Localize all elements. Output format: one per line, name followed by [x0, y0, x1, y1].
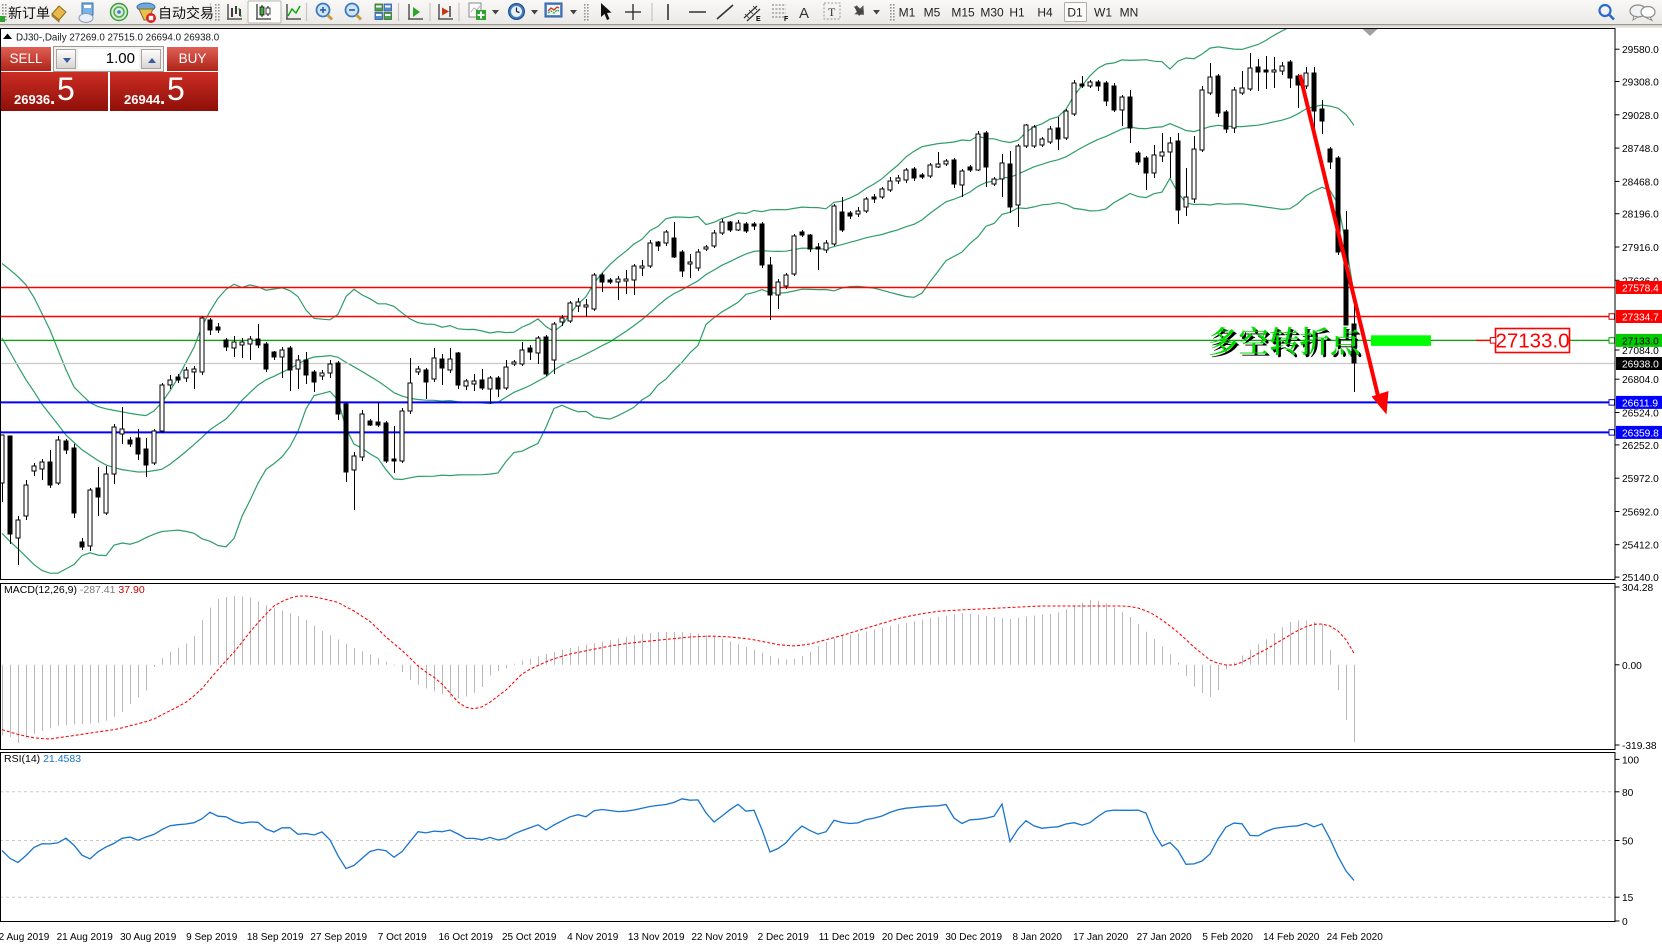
- svg-text:25 Oct 2019: 25 Oct 2019: [502, 932, 557, 943]
- svg-text:13 Nov 2019: 13 Nov 2019: [628, 932, 685, 943]
- svg-text:7 Oct 2019: 7 Oct 2019: [378, 932, 427, 943]
- svg-text:29028.0: 29028.0: [1622, 111, 1659, 122]
- svg-text:-319.38: -319.38: [1622, 741, 1657, 752]
- svg-text:16 Oct 2019: 16 Oct 2019: [438, 932, 493, 943]
- svg-text:25140.0: 25140.0: [1622, 573, 1659, 584]
- svg-text:D1: D1: [1067, 6, 1083, 20]
- svg-text:M5: M5: [924, 6, 941, 20]
- svg-text:0: 0: [1622, 917, 1628, 928]
- svg-text:E: E: [756, 16, 761, 23]
- svg-text:MACD(12,26,9) -287.41 37.90: MACD(12,26,9) -287.41 37.90: [4, 584, 145, 596]
- svg-text:A: A: [799, 5, 809, 22]
- svg-text:T: T: [828, 5, 836, 19]
- svg-text:50: 50: [1622, 837, 1634, 848]
- svg-text:27334.7: 27334.7: [1622, 313, 1659, 324]
- svg-text:DJ30-,Daily 27269.0 27515.0 2: DJ30-,Daily 27269.0 27515.0 26694.0 2693…: [16, 33, 220, 44]
- svg-text:21 Aug 2019: 21 Aug 2019: [57, 932, 114, 943]
- svg-text:25412.0: 25412.0: [1622, 541, 1659, 552]
- svg-text:20 Dec 2019: 20 Dec 2019: [882, 932, 939, 943]
- svg-text:2 Dec 2019: 2 Dec 2019: [758, 932, 810, 943]
- svg-text:26804.0: 26804.0: [1622, 375, 1659, 386]
- svg-text:26524.0: 26524.0: [1622, 409, 1659, 420]
- svg-text:28748.0: 28748.0: [1622, 144, 1659, 155]
- svg-text:27916.0: 27916.0: [1622, 243, 1659, 254]
- svg-text:5 Feb 2020: 5 Feb 2020: [1202, 932, 1253, 943]
- svg-text:F: F: [784, 16, 789, 23]
- svg-text:H1: H1: [1009, 6, 1025, 20]
- svg-text:27578.4: 27578.4: [1622, 284, 1659, 295]
- svg-text:26938.0: 26938.0: [1622, 360, 1659, 371]
- svg-text:29580.0: 29580.0: [1622, 45, 1659, 56]
- svg-text:26359.8: 26359.8: [1622, 429, 1659, 440]
- svg-text:RSI(14) 21.4583: RSI(14) 21.4583: [4, 753, 81, 765]
- svg-text:25692.0: 25692.0: [1622, 508, 1659, 519]
- svg-text:29308.0: 29308.0: [1622, 78, 1659, 89]
- svg-text:26611.9: 26611.9: [1622, 399, 1658, 410]
- svg-text:27 Sep 2019: 27 Sep 2019: [310, 932, 367, 943]
- svg-text:30 Aug 2019: 30 Aug 2019: [120, 932, 177, 943]
- svg-text:24 Feb 2020: 24 Feb 2020: [1327, 932, 1384, 943]
- svg-text:0.00: 0.00: [1622, 661, 1642, 672]
- svg-text:27133.0: 27133.0: [1622, 337, 1659, 348]
- svg-text:12 Aug 2019: 12 Aug 2019: [0, 932, 50, 943]
- svg-text:27133.0: 27133.0: [1495, 330, 1569, 353]
- svg-text:30 Dec 2019: 30 Dec 2019: [945, 932, 1002, 943]
- svg-text:4 Nov 2019: 4 Nov 2019: [567, 932, 619, 943]
- svg-text:22 Nov 2019: 22 Nov 2019: [691, 932, 748, 943]
- svg-text:9 Sep 2019: 9 Sep 2019: [186, 932, 238, 943]
- svg-text:28468.0: 28468.0: [1622, 177, 1659, 188]
- svg-text:27084.0: 27084.0: [1622, 346, 1659, 357]
- svg-text:80: 80: [1622, 788, 1634, 799]
- svg-text:18 Sep 2019: 18 Sep 2019: [247, 932, 304, 943]
- svg-text:27 Jan 2020: 27 Jan 2020: [1137, 932, 1192, 943]
- svg-text:M15: M15: [951, 6, 975, 20]
- svg-text:28196.0: 28196.0: [1622, 210, 1659, 221]
- svg-text:11 Dec 2019: 11 Dec 2019: [819, 932, 875, 943]
- svg-text:M30: M30: [980, 6, 1004, 20]
- svg-text:17 Jan 2020: 17 Jan 2020: [1073, 932, 1128, 943]
- svg-text:15: 15: [1622, 893, 1634, 904]
- svg-text:W1: W1: [1094, 6, 1112, 20]
- svg-text:26252.0: 26252.0: [1622, 441, 1659, 452]
- svg-text:25972.0: 25972.0: [1622, 474, 1659, 485]
- svg-text:M1: M1: [899, 6, 916, 20]
- svg-text:14 Feb 2020: 14 Feb 2020: [1263, 932, 1320, 943]
- svg-text:304.28: 304.28: [1622, 583, 1653, 594]
- svg-text:8 Jan 2020: 8 Jan 2020: [1012, 932, 1062, 943]
- svg-text:H4: H4: [1037, 6, 1053, 20]
- svg-text:100: 100: [1622, 755, 1639, 766]
- svg-text:MN: MN: [1120, 6, 1139, 20]
